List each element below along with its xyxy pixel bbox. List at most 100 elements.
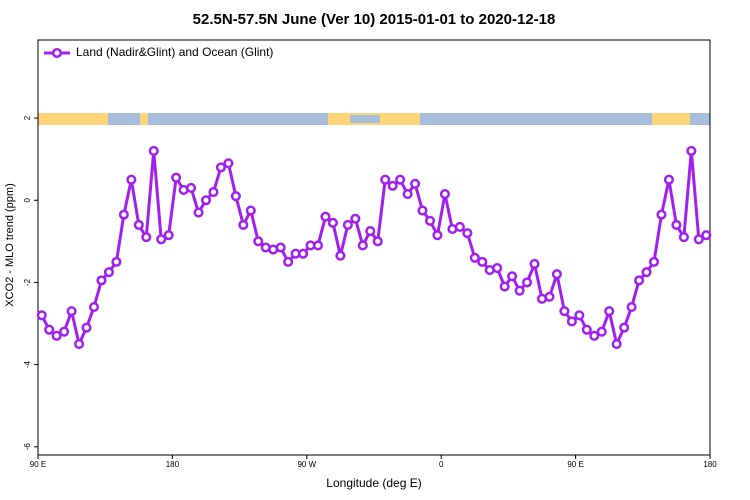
x-tick-label: 90 E <box>567 460 583 469</box>
data-point <box>663 174 674 185</box>
data-point <box>656 209 667 220</box>
data-point <box>238 219 249 230</box>
y-tick-label: -6 <box>23 443 32 451</box>
data-point <box>186 182 197 193</box>
y-tick-label: -4 <box>23 361 32 369</box>
chart-title: 52.5N-57.5N June (Ver 10) 2015-01-01 to … <box>193 11 556 28</box>
data-point <box>402 189 413 200</box>
data-point <box>156 234 167 245</box>
data-point <box>566 316 577 327</box>
data-point <box>111 256 122 267</box>
y-tick-label: -2 <box>23 278 32 286</box>
data-point <box>245 205 256 216</box>
plot-frame <box>37 39 711 456</box>
data-point <box>283 256 294 267</box>
data-point <box>439 189 450 200</box>
data-point <box>492 262 503 274</box>
y-tick-label: 0 <box>23 197 32 202</box>
data-point <box>693 234 704 245</box>
data-point <box>200 195 212 206</box>
data-point <box>96 275 107 286</box>
data-point <box>327 217 338 228</box>
data-point <box>74 339 85 350</box>
data-point <box>701 230 712 241</box>
land-ocean-strip <box>38 113 710 125</box>
data-point <box>163 230 174 241</box>
data-point <box>253 236 264 247</box>
data-point <box>544 291 555 302</box>
data-point <box>641 267 652 278</box>
data-point <box>44 324 55 335</box>
data-point <box>148 145 159 156</box>
data-point <box>454 221 465 233</box>
data-point <box>372 236 383 247</box>
data-point <box>335 250 346 261</box>
data-point <box>171 172 182 183</box>
data-point <box>596 326 607 337</box>
legend-label: Land (Nadir&Glint) and Ocean (Glint) <box>76 45 273 59</box>
data-point <box>551 269 562 280</box>
x-tick-label: 90 W <box>297 460 316 469</box>
data-point <box>81 322 92 333</box>
data-point <box>193 207 204 218</box>
data-point <box>223 158 234 169</box>
data-point <box>275 242 286 253</box>
data-point <box>88 302 100 313</box>
data-point <box>529 258 540 269</box>
data-point <box>678 232 689 243</box>
data-point <box>648 256 660 267</box>
data-point <box>215 162 226 173</box>
data-point <box>522 277 533 288</box>
x-tick-label: 180 <box>703 460 717 469</box>
data-point <box>350 213 361 224</box>
data-point <box>611 339 622 350</box>
data-point <box>626 302 637 313</box>
data-point <box>380 174 391 185</box>
data-point <box>387 180 398 191</box>
data-point <box>619 322 630 333</box>
data-point <box>66 306 77 317</box>
data-point <box>342 219 353 230</box>
data-point <box>686 145 697 156</box>
data-point <box>589 330 600 341</box>
data-point <box>230 191 241 202</box>
data-point <box>51 330 62 341</box>
data-point <box>604 306 615 317</box>
y-axis-label: XCO2 - MLO trend (ppm) <box>4 183 16 306</box>
data-point <box>133 219 144 230</box>
data-point <box>126 174 137 185</box>
data-point <box>514 285 525 296</box>
data-point <box>312 240 324 251</box>
x-tick-label: 180 <box>166 460 180 469</box>
data-point <box>320 211 331 222</box>
data-point <box>410 178 421 189</box>
data-point <box>574 310 585 321</box>
data-point <box>477 256 488 267</box>
x-tick-label: 0 <box>439 460 444 469</box>
data-point <box>395 174 406 185</box>
data-point <box>298 248 309 259</box>
data-point <box>462 228 473 239</box>
data-point <box>507 271 518 282</box>
data-point <box>581 324 592 335</box>
data-point <box>141 232 152 243</box>
data-point <box>499 281 510 292</box>
x-axis-label: Longitude (deg E) <box>326 476 421 490</box>
data-point <box>424 215 436 226</box>
data-point <box>432 230 443 241</box>
data-point <box>365 226 376 237</box>
data-point <box>671 219 682 230</box>
legend-marker <box>51 47 63 59</box>
x-tick-label: 90 E <box>30 460 46 469</box>
data-point <box>36 310 47 321</box>
data-point <box>417 205 428 216</box>
data-point <box>634 275 645 286</box>
data-point <box>469 252 480 263</box>
y-tick-label: 2 <box>23 115 32 120</box>
data-point <box>118 209 129 220</box>
data-point <box>208 186 219 198</box>
data-point <box>103 267 114 278</box>
data-point <box>559 306 570 317</box>
data-point <box>59 326 70 337</box>
